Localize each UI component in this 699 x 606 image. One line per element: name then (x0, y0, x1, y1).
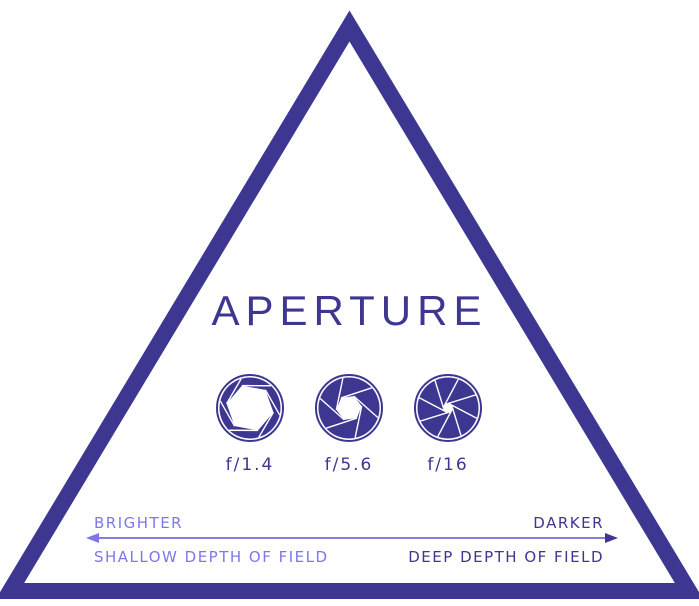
double-arrow-icon (86, 533, 618, 543)
aperture-wide-icon (217, 375, 283, 441)
diagram-title: APERTURE (0, 287, 699, 335)
shallow-depth-label: SHALLOW DEPTH OF FIELD (94, 548, 329, 566)
aperture-label-f1-4: f/1.4 (210, 455, 290, 475)
aperture-medium-icon (316, 375, 382, 441)
deep-depth-label: DEEP DEPTH OF FIELD (408, 548, 604, 566)
aperture-narrow-icon (415, 375, 481, 441)
brighter-label: BRIGHTER (94, 514, 183, 532)
aperture-label-f16: f/16 (408, 455, 488, 475)
darker-label: DARKER (533, 514, 604, 532)
aperture-label-f5-6: f/5.6 (309, 455, 389, 475)
